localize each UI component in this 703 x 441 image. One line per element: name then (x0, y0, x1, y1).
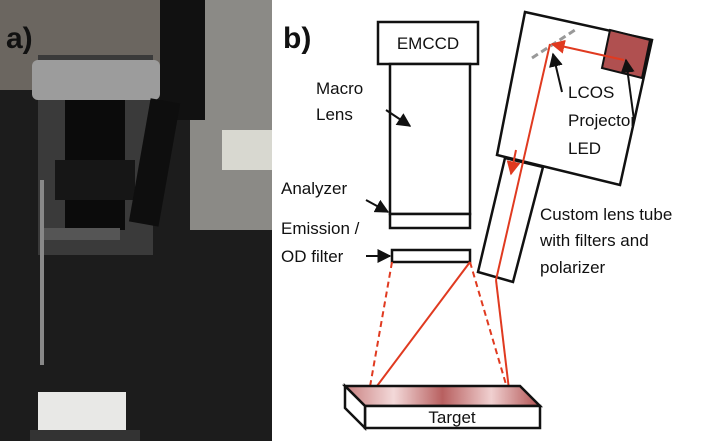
filter-box (392, 250, 470, 262)
label: LED (568, 139, 601, 158)
arrow (366, 200, 388, 212)
label: Projector (568, 111, 636, 130)
label: with filters and (539, 231, 649, 250)
label: polarizer (540, 258, 606, 277)
panel-label: b) (283, 22, 311, 55)
target-top (345, 386, 540, 406)
camera-label: EMCCD (397, 34, 459, 53)
label: OD filter (281, 247, 344, 266)
label: Analyzer (281, 179, 347, 198)
label: Emission / (281, 219, 360, 238)
analyzer-box (390, 214, 470, 228)
panel-label: a) (6, 22, 33, 55)
figure: a) b) EMCCD Target Macro Lens Analyzer E… (0, 0, 703, 441)
lens-box (390, 64, 470, 214)
label: LCOS (568, 83, 614, 102)
label: Lens (316, 105, 353, 124)
target-label: Target (428, 408, 476, 427)
photo: a) (0, 0, 272, 441)
led (602, 30, 650, 78)
label: Macro (316, 79, 363, 98)
label: Custom lens tube (540, 205, 672, 224)
